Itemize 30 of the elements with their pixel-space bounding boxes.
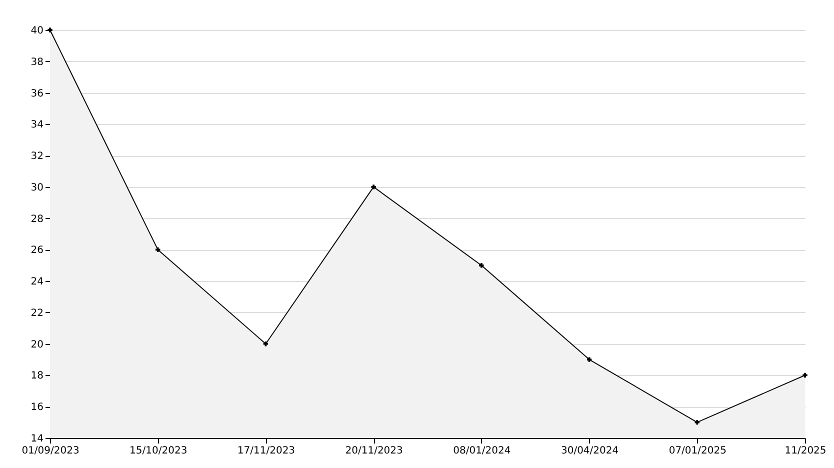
y-tick-label: 20 [30,339,44,350]
y-tick-label: 22 [30,308,44,319]
point [156,247,160,252]
point [263,342,268,346]
y-tick-label: 34 [30,120,44,131]
y-tick-label: 26 [30,245,44,256]
point [802,372,808,378]
y-tick-label: 32 [30,151,44,162]
y-tick-label: 38 [30,56,44,68]
x-tick-label: 01/09/2023 [22,446,80,456]
y-tick-label: 30 [30,182,44,194]
x-tick-label: 15/10/2023 [130,446,188,456]
x-tick-label: 11/2025 [784,446,826,456]
y-tick-label: 18 [30,370,44,382]
y-tick-label: 28 [30,214,44,225]
point [371,184,376,190]
x-tick-label: 20/11/2023 [345,446,403,456]
y-tick-label: 40 [30,26,44,36]
x-tick-label: 07/01/2025 [668,446,726,456]
point [479,263,484,268]
point [586,357,592,362]
y-tick-label: 24 [30,276,44,288]
x-tick-label: 08/01/2024 [453,446,511,456]
y-tick-label: 14 [30,434,44,444]
x-tick-label: 17/11/2023 [237,446,296,456]
point [48,28,52,32]
point [694,420,700,425]
x-tick-label: 30/04/2024 [560,446,619,456]
y-tick-label: 36 [30,88,44,100]
y-tick-label: 16 [30,402,44,414]
